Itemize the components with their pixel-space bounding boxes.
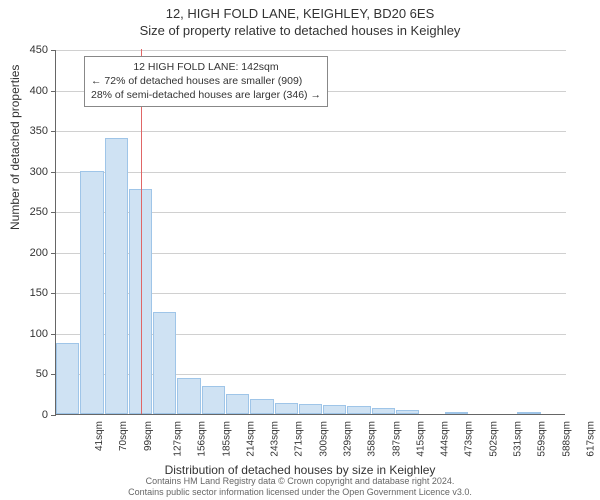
histogram-bar [153, 312, 176, 414]
xtick-label: 358sqm [367, 421, 378, 457]
xtick-label: 243sqm [270, 421, 281, 457]
title-line1: 12, HIGH FOLD LANE, KEIGHLEY, BD20 6ES [0, 6, 600, 21]
histogram-bar [226, 394, 249, 414]
gridline [56, 131, 566, 132]
xtick-label: 70sqm [118, 421, 129, 451]
title-line2: Size of property relative to detached ho… [0, 23, 600, 38]
ytick-mark [51, 293, 56, 294]
xtick-label: 502sqm [488, 421, 499, 457]
xtick-label: 531sqm [513, 421, 524, 457]
annotation-line2: ← 72% of detached houses are smaller (90… [91, 74, 321, 88]
ytick-mark [51, 212, 56, 213]
gridline [56, 172, 566, 173]
xtick-label: 41sqm [94, 421, 105, 451]
ytick-label: 350 [18, 125, 48, 137]
plot-area: 12 HIGH FOLD LANE: 142sqm← 72% of detach… [55, 50, 565, 415]
footer-attribution: Contains HM Land Registry data © Crown c… [0, 476, 600, 498]
xtick-label: 99sqm [143, 421, 154, 451]
xtick-label: 473sqm [464, 421, 475, 457]
ytick-label: 250 [18, 206, 48, 218]
annotation-line1: 12 HIGH FOLD LANE: 142sqm [91, 60, 321, 74]
footer-line1: Contains HM Land Registry data © Crown c… [0, 476, 600, 487]
ytick-mark [51, 91, 56, 92]
histogram-bar [56, 343, 79, 414]
xtick-label: 415sqm [415, 421, 426, 457]
ytick-label: 200 [18, 247, 48, 259]
ytick-label: 150 [18, 287, 48, 299]
ytick-mark [51, 334, 56, 335]
annotation-box: 12 HIGH FOLD LANE: 142sqm← 72% of detach… [84, 56, 328, 107]
histogram-bar [445, 412, 468, 414]
histogram-bar [250, 399, 273, 414]
ytick-label: 450 [18, 44, 48, 56]
histogram-bar [396, 410, 419, 414]
histogram-bar [275, 403, 298, 414]
ytick-mark [51, 131, 56, 132]
histogram-bar [323, 405, 346, 414]
histogram-bar [299, 404, 322, 414]
xtick-label: 617sqm [585, 421, 596, 457]
xtick-label: 156sqm [197, 421, 208, 457]
ytick-mark [51, 253, 56, 254]
ytick-label: 400 [18, 85, 48, 97]
histogram-bar [347, 406, 370, 414]
footer-line2: Contains public sector information licen… [0, 487, 600, 498]
histogram-bar [372, 408, 395, 414]
histogram-bar [177, 378, 200, 415]
histogram-bar [202, 386, 225, 414]
ytick-label: 300 [18, 166, 48, 178]
ytick-label: 0 [18, 409, 48, 421]
ytick-mark [51, 50, 56, 51]
histogram-bar [105, 138, 128, 414]
histogram-bar [80, 171, 103, 414]
histogram-bar [517, 412, 540, 414]
gridline [56, 50, 566, 51]
chart-title-block: 12, HIGH FOLD LANE, KEIGHLEY, BD20 6ES S… [0, 0, 600, 38]
xtick-label: 271sqm [294, 421, 305, 457]
ytick-mark [51, 415, 56, 416]
x-axis-label: Distribution of detached houses by size … [0, 463, 600, 477]
ytick-label: 100 [18, 328, 48, 340]
xtick-label: 214sqm [245, 421, 256, 457]
xtick-label: 559sqm [537, 421, 548, 457]
xtick-label: 127sqm [173, 421, 184, 457]
annotation-line3: 28% of semi-detached houses are larger (… [91, 88, 321, 102]
xtick-label: 185sqm [221, 421, 232, 457]
xtick-label: 329sqm [343, 421, 354, 457]
xtick-label: 444sqm [440, 421, 451, 457]
xtick-label: 588sqm [561, 421, 572, 457]
xtick-label: 300sqm [318, 421, 329, 457]
chart-area: 12 HIGH FOLD LANE: 142sqm← 72% of detach… [55, 50, 565, 415]
ytick-mark [51, 172, 56, 173]
ytick-label: 50 [18, 368, 48, 380]
xtick-label: 387sqm [391, 421, 402, 457]
